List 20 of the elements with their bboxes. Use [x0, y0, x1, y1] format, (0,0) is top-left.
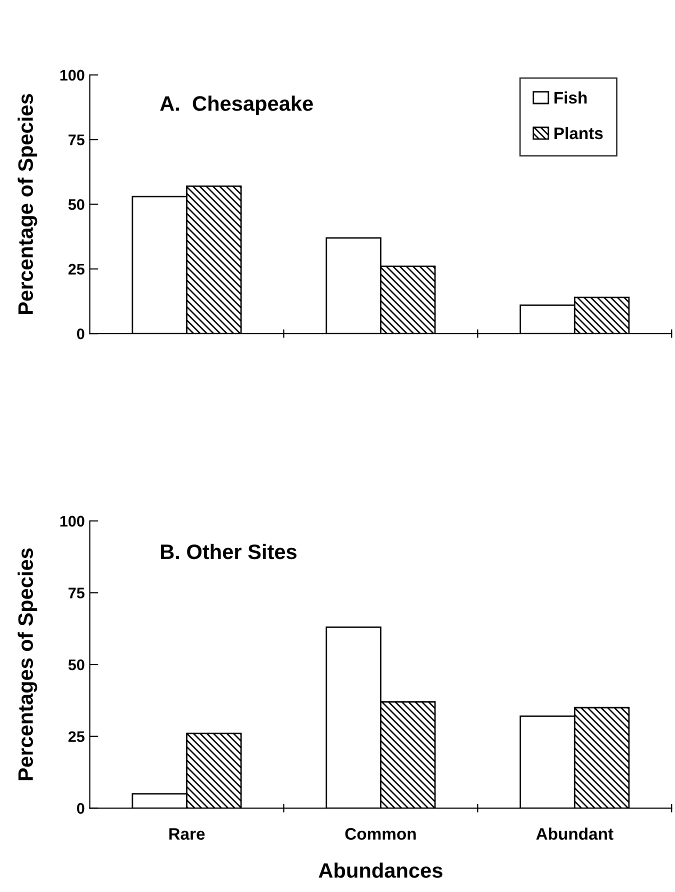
- y-tick-label: 25: [68, 264, 84, 275]
- legend-label: Plants: [554, 126, 603, 140]
- y-tick-label: 50: [68, 659, 84, 670]
- y-tick-label: 0: [77, 328, 84, 340]
- y-axis-title: Percentage of Species: [18, 94, 38, 314]
- x-axis-title: Abundances: [318, 862, 442, 878]
- y-tick-label: 25: [68, 731, 84, 742]
- y-tick-label: 100: [60, 516, 84, 527]
- x-tick-label: Rare: [169, 828, 205, 840]
- y-tick-label: 0: [77, 803, 84, 814]
- x-tick-label: Common: [345, 828, 416, 840]
- y-tick-label: 75: [68, 134, 84, 146]
- text: A. Chesapeake: [160, 96, 313, 116]
- y-tick-label: 100: [60, 70, 84, 81]
- y-tick-label: 75: [68, 588, 84, 598]
- legend-label: Fish: [554, 91, 587, 104]
- text: B. Other Sites: [160, 544, 297, 560]
- x-tick-label: Abundant: [536, 828, 614, 840]
- y-tick-label: 50: [68, 199, 84, 210]
- y-axis-title: Percentages of Species: [18, 548, 38, 780]
